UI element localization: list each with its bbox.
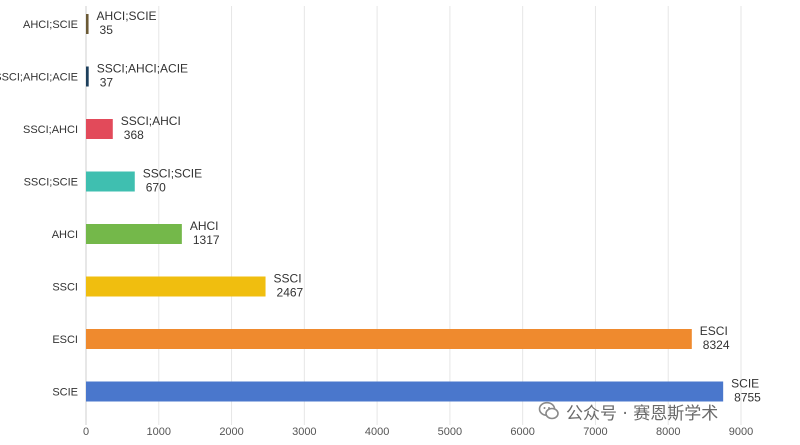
data-label-name: AHCI xyxy=(190,219,219,233)
y-tick-label: AHCI xyxy=(52,229,78,241)
y-tick-label: ESCI xyxy=(52,334,78,346)
bar xyxy=(86,66,89,87)
bar xyxy=(86,329,692,349)
x-tick-label: 0 xyxy=(83,426,89,438)
x-tick-label: 3000 xyxy=(292,426,316,438)
data-label-name: SSCI xyxy=(274,272,302,286)
y-tick-label: SSCI;SCIE xyxy=(24,177,78,189)
y-tick-label: SCIE xyxy=(52,387,78,399)
y-tick-label: SSCI;AHCI xyxy=(23,124,78,136)
x-tick-label: 1000 xyxy=(147,426,171,438)
bar xyxy=(86,381,724,402)
bar xyxy=(86,224,182,244)
y-tick-label: AHCI;SCIE xyxy=(23,19,78,31)
grid-lines xyxy=(85,6,742,425)
x-tick-label: 4000 xyxy=(365,426,389,438)
data-label-name: AHCI;SCIE xyxy=(97,9,157,23)
data-label-value: 8324 xyxy=(703,338,730,352)
data-label-value: 8755 xyxy=(734,391,761,405)
watermark-text: 公众号 · 赛恩斯学术 xyxy=(566,403,719,424)
x-tick-label: 9000 xyxy=(729,426,753,438)
data-label-value: 2467 xyxy=(277,286,304,300)
bars xyxy=(86,14,724,402)
data-label-name: SSCI;SCIE xyxy=(143,167,202,181)
x-axis-labels: 0 1000 2000 3000 4000 5000 6000 7000 8000 9000 xyxy=(83,426,753,438)
data-label-name: ESCI xyxy=(700,324,728,338)
x-tick-label: 8000 xyxy=(656,426,680,438)
watermark: 公众号 · 赛恩斯学术 xyxy=(538,398,718,424)
x-tick-label: 7000 xyxy=(583,426,607,438)
bar xyxy=(86,171,135,192)
wechat-icon xyxy=(538,401,559,420)
data-label-name: SCIE xyxy=(731,377,759,391)
data-label-name: SSCI;AHCI xyxy=(121,114,181,128)
bar xyxy=(86,276,266,297)
data-label-value: 1317 xyxy=(193,233,220,247)
data-label-value: 37 xyxy=(100,76,114,90)
bar xyxy=(86,119,113,139)
y-tick-label: SSCI;AHCI;ACIE xyxy=(0,72,78,84)
x-tick-label: 5000 xyxy=(438,426,462,438)
y-tick-label: SSCI xyxy=(52,282,78,294)
x-tick-label: 2000 xyxy=(219,426,243,438)
data-label-value: 35 xyxy=(100,23,114,37)
bar xyxy=(86,14,89,34)
y-axis-labels: AHCI;SCIE SSCI;AHCI;ACIE SSCI;AHCI SSCI;SCI… xyxy=(0,19,78,399)
data-label-name: SSCI;AHCI;ACIE xyxy=(97,62,188,76)
data-label-value: 670 xyxy=(146,181,166,195)
data-label-value: 368 xyxy=(124,128,144,142)
x-tick-label: 6000 xyxy=(510,426,534,438)
